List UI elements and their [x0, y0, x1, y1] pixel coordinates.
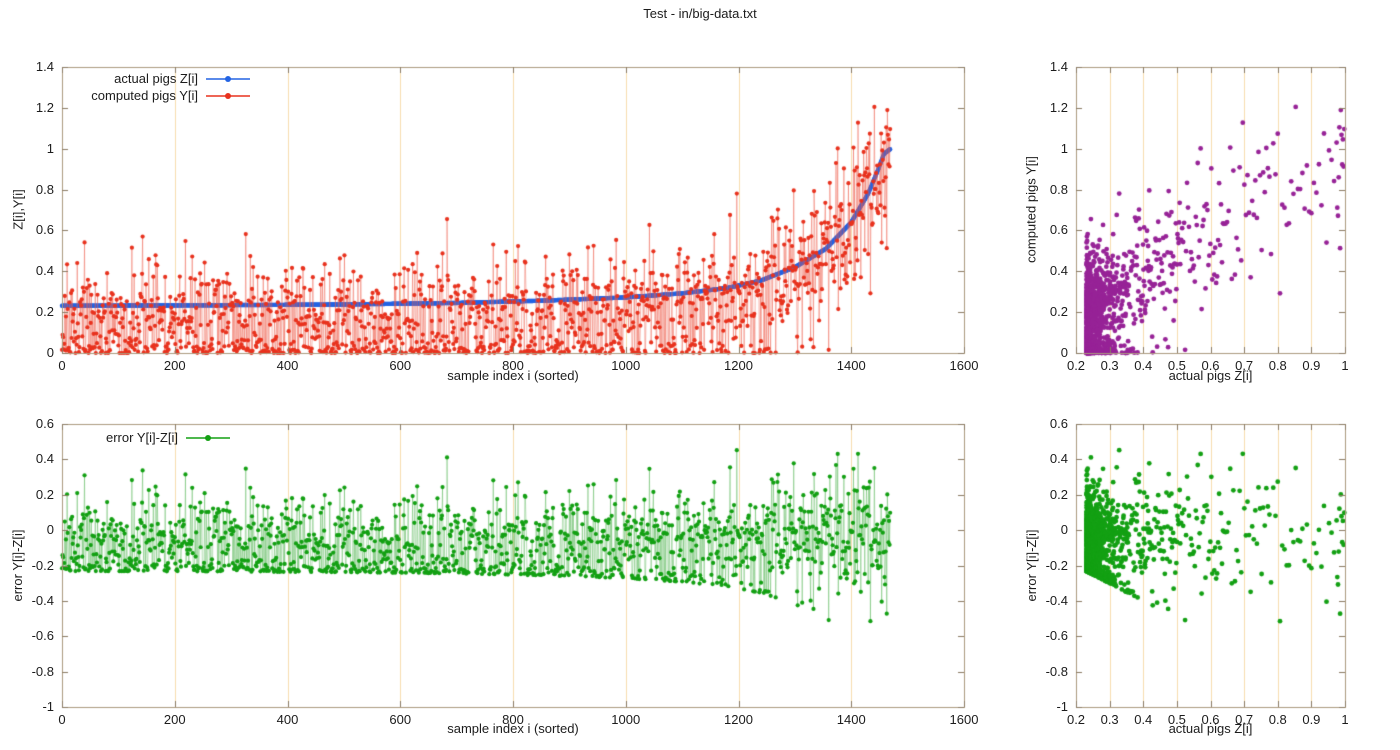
y-tick-label: 0.2 — [35, 304, 54, 320]
y-tick-label: 0.8 — [35, 181, 54, 197]
y-tick-label: -0.8 — [31, 663, 54, 679]
x-tick-label: 0.6 — [1201, 358, 1220, 373]
y-tick-label: 0.4 — [1049, 263, 1068, 279]
y-tick-label: 0.8 — [1049, 181, 1068, 197]
x-tick-label: 0.8 — [1268, 712, 1287, 727]
y-tick-label: 0 — [46, 522, 54, 538]
y-tick-label: 0 — [1060, 522, 1068, 538]
legend-sample-line-icon — [206, 92, 250, 99]
y-tick-label: 0.6 — [35, 416, 54, 431]
y-tick-label: 0.2 — [35, 486, 54, 502]
y-tick-label: 0 — [1060, 345, 1068, 360]
y-tick-label: 1.4 — [35, 59, 54, 74]
x-tick-label: 0.2 — [1066, 358, 1086, 373]
y-tick-label: 0.2 — [1049, 304, 1068, 320]
x-tick-label: 1 — [1341, 358, 1349, 373]
x-tick-label: 0.2 — [1066, 712, 1086, 727]
legend-label: actual pigs Z[i] — [114, 71, 198, 86]
y-tick-label: 0.2 — [1049, 486, 1068, 502]
legend-item-actual-pigs: actual pigs Z[i] — [20, 70, 250, 87]
xlabel-error-vs-actual: actual pigs Z[i] — [1168, 721, 1253, 736]
legend-sample-line-icon — [206, 75, 250, 82]
xlabel-computed-vs-actual: actual pigs Z[i] — [1168, 368, 1253, 383]
y-tick-label: -0.8 — [1045, 663, 1068, 679]
y-tick-label: -0.2 — [1045, 557, 1068, 573]
legend-label: error Y[i]-Z[i] — [106, 430, 178, 445]
x-tick-label: 0.9 — [1302, 358, 1321, 373]
x-tick-label: 0.5 — [1167, 712, 1186, 727]
y-tick-label: 0.4 — [35, 263, 54, 279]
x-tick-label: 0.8 — [1268, 358, 1287, 373]
x-tick-label: 0.3 — [1100, 712, 1119, 727]
x-tick-label: 1200 — [724, 358, 753, 373]
y-tick-label: -0.6 — [31, 628, 54, 644]
x-tick-label: 200 — [163, 358, 186, 373]
legend-item-computed-pigs: computed pigs Y[i] — [20, 87, 250, 104]
x-tick-label: 0.4 — [1134, 712, 1153, 727]
legend-pigs-vs-index: actual pigs Z[i] computed pigs Y[i] — [20, 70, 250, 104]
y-tick-label: 0.6 — [1049, 222, 1068, 238]
x-tick-label: 0.3 — [1100, 358, 1119, 373]
xlabel-pigs-vs-index: sample index i (sorted) — [447, 368, 579, 383]
x-tick-label: 400 — [276, 712, 299, 727]
x-tick-label: 1000 — [611, 358, 641, 373]
y-tick-label: 1.2 — [1049, 99, 1068, 115]
x-tick-label: 1400 — [836, 712, 866, 727]
x-tick-label: 0.5 — [1167, 358, 1186, 373]
y-tick-label: -0.6 — [1045, 628, 1068, 644]
y-tick-label: -0.2 — [31, 557, 54, 573]
y-tick-label: 1.2 — [35, 99, 54, 115]
legend-sample-line-icon — [186, 434, 230, 441]
x-tick-label: 800 — [502, 712, 524, 727]
y-tick-label: 0.4 — [35, 451, 54, 467]
y-tick-label: 1 — [1060, 140, 1068, 156]
x-tick-label: 0.4 — [1134, 358, 1153, 373]
x-tick-label: 0.7 — [1235, 712, 1254, 727]
y-tick-label: -1 — [42, 699, 54, 714]
x-tick-label: 0 — [58, 712, 66, 727]
x-tick-label: 1200 — [724, 712, 753, 727]
chart-title: Test - in/big-data.txt — [643, 6, 757, 21]
x-tick-label: 1000 — [611, 712, 641, 727]
xlabel-error-vs-index: sample index i (sorted) — [447, 721, 579, 736]
x-tick-label: 0 — [58, 358, 66, 373]
x-tick-label: 0.9 — [1302, 712, 1321, 727]
x-tick-label: 200 — [163, 712, 186, 727]
x-tick-label: 1600 — [949, 358, 979, 373]
x-tick-label: 600 — [389, 358, 412, 373]
y-tick-label: 1.4 — [1049, 59, 1068, 74]
y-tick-label: 0.4 — [1049, 451, 1068, 467]
y-tick-label: 1 — [46, 140, 54, 156]
y-tick-label: 0 — [46, 345, 54, 360]
legend-error-vs-index: error Y[i]-Z[i] — [20, 429, 230, 446]
y-tick-label: -0.4 — [31, 592, 54, 608]
x-tick-label: 1 — [1341, 712, 1349, 727]
x-tick-label: 1600 — [949, 712, 979, 727]
x-tick-label: 400 — [276, 358, 299, 373]
legend-label: computed pigs Y[i] — [91, 88, 198, 103]
x-tick-label: 1400 — [836, 358, 866, 373]
y-tick-label: 0.6 — [35, 222, 54, 238]
y-tick-label: 0.6 — [1049, 416, 1068, 431]
x-tick-label: 600 — [389, 712, 412, 727]
x-tick-label: 0.7 — [1235, 358, 1254, 373]
y-tick-label: -1 — [1056, 699, 1068, 714]
y-tick-label: -0.4 — [1045, 592, 1068, 608]
x-tick-label: 0.6 — [1201, 712, 1220, 727]
x-tick-label: 800 — [502, 358, 524, 373]
legend-item-error: error Y[i]-Z[i] — [20, 429, 230, 446]
